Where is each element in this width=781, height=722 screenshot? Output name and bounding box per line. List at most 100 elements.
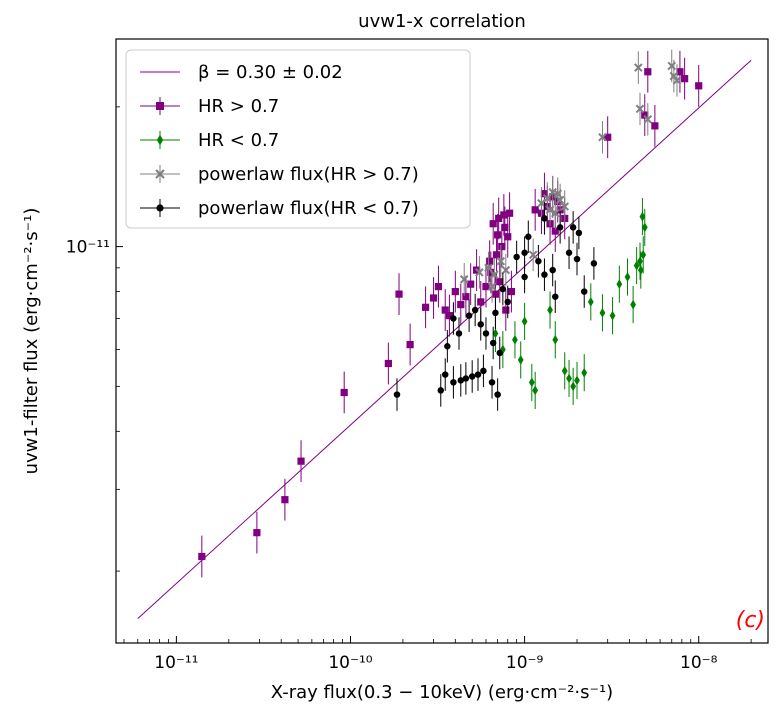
marker [512,334,518,345]
data-point [681,57,689,100]
legend-marker [156,134,164,146]
marker [528,377,535,388]
data-point [459,263,469,296]
marker [471,306,479,314]
data-point [395,273,403,316]
marker [560,202,570,211]
marker [604,133,612,141]
chart-title: uvw1-x correlation [358,11,526,32]
marker [475,268,484,277]
marker [695,82,703,90]
y-tick-label: 10⁻¹¹ [66,238,110,258]
marker [641,222,648,233]
marker [441,371,449,378]
data-point [633,247,640,285]
data-point [556,211,564,244]
data-point [609,297,616,335]
data-point [531,188,539,231]
series-2 [459,49,682,303]
marker [587,297,594,307]
data-point [517,341,524,379]
data-point [552,321,559,359]
legend: β = 0.30 ± 0.02 HR > 0.7 HR < 0.7 powerlaw … [125,49,471,229]
data-point [489,202,497,245]
marker [393,391,401,398]
plot-frame [115,38,769,644]
data-point [552,280,559,313]
marker [507,287,516,296]
data-point [475,256,484,289]
fit-line-layer [137,59,752,619]
data-point [637,242,643,280]
data-point [599,294,606,332]
data-point [441,289,449,331]
legend-box [125,49,471,229]
marker [459,275,469,284]
marker [495,214,503,223]
data-point [604,116,612,159]
marker [651,122,659,130]
marker [491,290,500,298]
data-point [499,272,507,306]
legend-marker [156,204,164,212]
data-point [496,336,504,370]
data-point [512,321,518,359]
data-point [429,277,438,319]
marker [489,339,497,347]
data-point [639,198,646,236]
data-point [640,236,647,274]
marker [489,220,497,228]
data-point [581,354,588,392]
data-point [384,342,392,385]
data-point [457,364,465,397]
marker [528,250,538,260]
x-tick-label: 10⁻⁸ [680,653,718,673]
marker [555,195,565,205]
data-point [455,317,463,350]
x-axis-label: X-ray flux(0.3 − 10keV) (erg·cm⁻²·s⁻¹) [271,682,613,703]
marker [574,375,580,386]
data-point [630,286,636,324]
marker [575,229,583,237]
marker [462,375,470,382]
marker [590,260,598,267]
marker [501,265,511,275]
marker [444,343,451,350]
ticks-layer: 10⁻¹¹ 10⁻¹⁰ 10⁻⁹ 10⁻⁸ 10⁻¹¹ [66,106,752,673]
data-point [487,270,497,303]
y-axis-label: uvw1-filter flux (erg·cm⁻²·s⁻¹) [21,208,42,475]
data-point [474,358,482,391]
data-point [566,359,572,398]
legend-entry-4: powerlaw flux(HR < 0.7) [140,198,419,219]
data-point [651,104,659,147]
legend-entry-3: powerlaw flux(HR > 0.7) [140,164,419,185]
data-point [598,120,607,154]
data-point [528,238,538,272]
marker [477,321,484,328]
marker [535,257,542,265]
marker [609,310,616,321]
marker [521,316,528,327]
data-point [462,362,470,395]
data-point [486,240,494,283]
data-point [616,265,623,303]
data-point [437,374,445,407]
x-tick-label: 10⁻¹¹ [154,653,198,673]
data-point [513,240,520,274]
data-point [496,260,504,303]
legend-marker [155,169,165,179]
x-tick-label: 10⁻¹⁰ [328,653,372,673]
marker [492,251,501,259]
marker [598,132,607,142]
data-point [492,233,501,276]
marker [395,290,403,298]
marker [340,388,348,397]
legend-label: HR > 0.7 [198,96,279,117]
data-point [561,352,568,390]
marker [494,231,502,239]
data-point [555,183,565,217]
marker [616,279,623,290]
data-point [532,371,539,409]
data-point [573,242,581,276]
